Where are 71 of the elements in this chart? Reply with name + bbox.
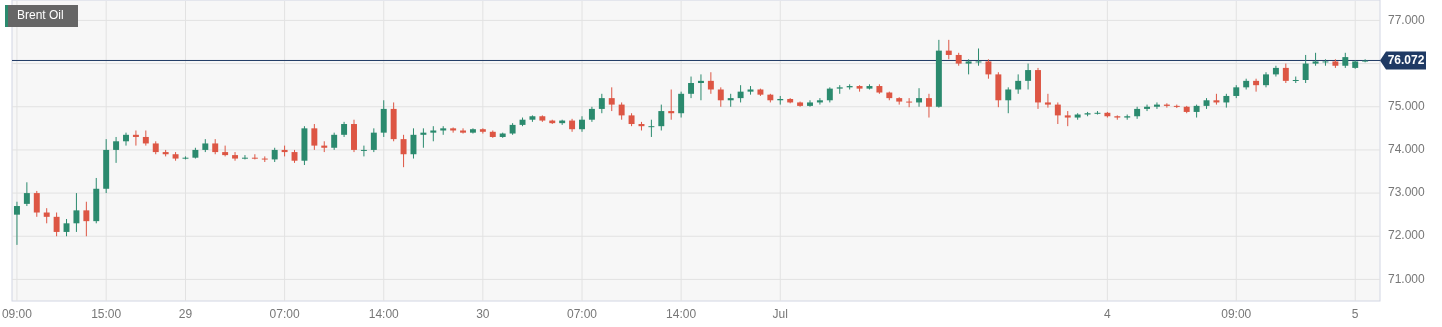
text: Brent Oil <box>17 8 64 23</box>
y-tick-label: 71.000 <box>1388 271 1426 286</box>
x-tick-label: 30 <box>476 307 490 321</box>
candlestick <box>380 99 387 138</box>
candlestick <box>697 73 704 101</box>
x-tick-label: Jul <box>772 307 788 321</box>
x-tick-label: 07:00 <box>269 307 300 321</box>
candlestick <box>370 127 377 153</box>
candlestick <box>658 104 665 131</box>
candlestick <box>668 88 675 121</box>
candlestick <box>1015 73 1022 95</box>
y-tick-label: 72.000 <box>1388 228 1426 243</box>
candlestick <box>232 151 239 162</box>
candlestick <box>1005 86 1012 114</box>
candlestick <box>113 136 120 164</box>
candlestick <box>945 39 952 60</box>
candlestick <box>816 97 823 106</box>
x-tick-label: 07:00 <box>566 307 598 321</box>
x-tick-label: 29 <box>178 307 193 321</box>
x-tick-label: 09:00 <box>1221 307 1252 321</box>
candlestick <box>251 153 258 160</box>
candlestick <box>222 145 229 157</box>
ref-line-label: 76.072 <box>1387 52 1425 67</box>
candlestick <box>1054 101 1061 125</box>
x-tick-label: 14:00 <box>666 307 697 321</box>
candlestick <box>479 127 486 135</box>
candlestick <box>241 154 248 160</box>
x-tick-label: 14:00 <box>368 307 400 321</box>
candlestick <box>1362 58 1369 63</box>
candlestick <box>83 201 90 237</box>
candlestick <box>73 192 80 233</box>
candlestick <box>608 86 615 112</box>
y-tick-label: 77.000 <box>1388 12 1426 27</box>
candlestick <box>1144 104 1151 112</box>
x-tick-label: 09:00 <box>1 307 33 321</box>
candlestick <box>985 58 992 80</box>
candlestick <box>925 93 932 119</box>
candlestick <box>1153 101 1160 110</box>
candlestick <box>906 97 913 108</box>
candlestick <box>648 119 655 138</box>
candlestick <box>598 93 605 114</box>
x-tick-label: 5 <box>1351 307 1359 321</box>
candlestick <box>420 127 427 149</box>
candlestick <box>33 190 40 218</box>
x-tick-label: 4 <box>1104 307 1112 321</box>
candlestick <box>450 126 457 134</box>
candlestick <box>311 123 318 151</box>
candlestick <box>13 201 20 246</box>
candlestick <box>1302 54 1309 84</box>
candlestick <box>1253 78 1260 93</box>
candlestick <box>123 132 129 147</box>
x-tick-label: 15:00 <box>91 307 122 321</box>
candlestick <box>23 181 30 207</box>
candlestick <box>807 99 813 108</box>
candlestick <box>717 86 724 108</box>
candlestick <box>1272 65 1279 78</box>
y-tick-label: 73.000 <box>1388 185 1426 200</box>
y-tick-label: 75.000 <box>1388 98 1426 113</box>
candlestick <box>916 87 923 108</box>
candlestick <box>360 145 367 157</box>
candlestick <box>460 127 467 135</box>
candlestick <box>1282 63 1289 84</box>
candlestick <box>132 130 139 147</box>
candlestick <box>400 134 407 168</box>
candlestick <box>53 212 60 237</box>
candlestick <box>707 71 714 95</box>
y-tick-label: 74.000 <box>1388 142 1426 157</box>
candlestick <box>1025 63 1032 90</box>
candlestick <box>678 91 685 119</box>
candlestick <box>1044 93 1051 109</box>
candlestick <box>688 76 695 99</box>
